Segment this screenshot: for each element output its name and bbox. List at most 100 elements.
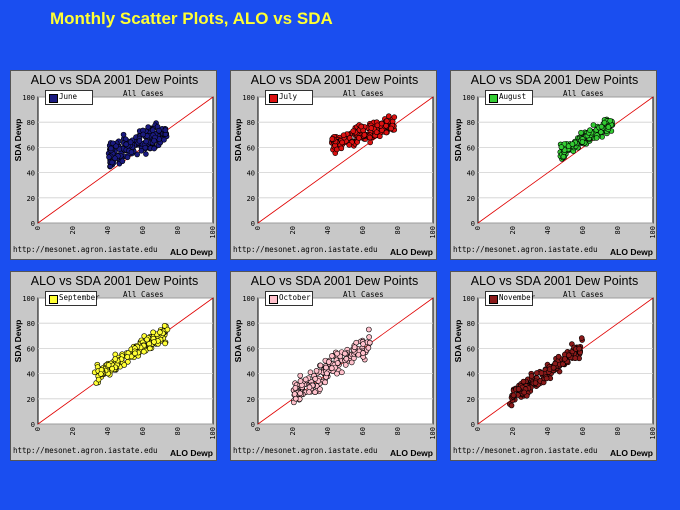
scatter-point: [593, 135, 600, 141]
reference-line: [257, 96, 434, 224]
x-axis-label: ALO Dewp: [170, 448, 213, 458]
scatter-point: [367, 139, 374, 146]
y-tick-label: 60: [467, 345, 475, 353]
scatter-point: [348, 359, 355, 366]
scatter-point: [339, 369, 345, 376]
scatter-point: [324, 370, 330, 377]
scatter-point: [161, 137, 167, 143]
scatter-point: [538, 370, 545, 376]
x-tick-label: 40: [324, 226, 332, 234]
scatter-point: [601, 119, 608, 126]
scatter-point: [378, 120, 385, 127]
scatter-point: [388, 125, 394, 132]
y-tick-label: 40: [247, 170, 255, 178]
x-tick-label: 60: [579, 226, 587, 234]
legend: September: [45, 291, 100, 306]
x-tick-label: 0: [474, 427, 482, 431]
chart-subtitle: All Cases: [563, 290, 604, 299]
scatter-point: [510, 392, 517, 399]
scatter-point: [112, 155, 118, 162]
y-tick-label: 80: [27, 320, 35, 328]
y-tick-label: 40: [27, 170, 35, 178]
y-tick-label: 20: [27, 396, 35, 404]
y-tick-label: 0: [471, 220, 475, 228]
legend-swatch: [49, 295, 58, 304]
x-tick-label: 100: [429, 427, 437, 440]
scatter-point: [134, 151, 140, 158]
legend: August: [485, 90, 533, 105]
scatter-point: [367, 134, 373, 141]
y-tick-label: 100: [462, 295, 475, 303]
y-tick-label: 80: [247, 119, 255, 127]
scatter-point: [366, 339, 373, 346]
scatter-point: [360, 350, 366, 356]
scatter-point: [343, 355, 350, 362]
y-tick-label: 100: [22, 94, 35, 102]
scatter-point: [384, 118, 390, 124]
scatter-point: [521, 389, 528, 396]
scatter-point: [346, 142, 352, 148]
scatter-point: [356, 135, 362, 141]
x-tick-label: 60: [139, 427, 147, 435]
scatter-point: [142, 144, 149, 151]
scatter-point: [124, 154, 131, 161]
legend-label: October: [279, 293, 311, 302]
chart-title: ALO vs SDA 2001 Dew Points: [250, 73, 419, 87]
y-tick-label: 0: [471, 421, 475, 429]
scatter-point: [109, 159, 115, 166]
scatter-plot-area: 0 20 40 60 80 100 0 20 40 60 80 100: [462, 295, 657, 440]
y-tick-label: 20: [467, 396, 475, 404]
source-url: http://mesonet.agron.iastate.edu: [13, 446, 158, 455]
scatter-point: [151, 339, 157, 345]
scatter-point: [520, 378, 527, 385]
scatter-point: [385, 113, 392, 119]
x-tick-label: 60: [359, 427, 367, 435]
scatter-point: [143, 151, 149, 157]
scatter-point: [161, 323, 168, 329]
x-axis-label: ALO Dewp: [610, 448, 653, 458]
scatter-point: [533, 370, 540, 376]
scatter-point: [383, 129, 390, 136]
x-tick-label: 80: [174, 226, 182, 234]
scatter-plot-area: 0 20 40 60 80 100 0 20 40 60 80 100: [22, 94, 217, 239]
chart-title: ALO vs SDA 2001 Dew Points: [470, 274, 639, 288]
y-tick-label: 40: [27, 371, 35, 379]
x-tick-label: 40: [104, 427, 112, 435]
x-tick-label: 60: [359, 226, 367, 234]
scatter-point: [391, 114, 398, 120]
scatter-point: [566, 352, 572, 359]
legend-swatch: [489, 94, 498, 103]
x-tick-label: 20: [509, 427, 517, 435]
y-tick-label: 80: [27, 119, 35, 127]
x-tick-label: 100: [649, 427, 657, 440]
y-tick-label: 40: [467, 170, 475, 178]
y-tick-label: 20: [247, 396, 255, 404]
scatter-point: [162, 340, 168, 347]
x-tick-label: 100: [209, 427, 217, 440]
x-tick-label: 20: [69, 427, 77, 435]
scatter-point: [543, 375, 550, 382]
scatter-point: [112, 356, 119, 362]
y-tick-label: 20: [247, 195, 255, 203]
x-axis-label: ALO Dewp: [170, 247, 213, 257]
scatter-point: [562, 356, 568, 362]
x-tick-label: 0: [254, 226, 262, 230]
scatter-point: [340, 132, 347, 139]
scatter-point: [515, 386, 522, 392]
x-tick-label: 80: [174, 427, 182, 435]
scatter-point: [297, 390, 303, 397]
chart-subtitle: All Cases: [343, 290, 384, 299]
scatter-point: [326, 359, 332, 365]
page-title: Monthly Scatter Plots, ALO vs SDA: [50, 9, 333, 28]
x-axis-label: ALO Dewp: [610, 247, 653, 257]
scatter-point: [151, 137, 157, 144]
scatter-point: [138, 148, 145, 154]
legend-label: July: [279, 92, 298, 101]
x-axis-label: ALO Dewp: [390, 448, 433, 458]
x-tick-label: 80: [394, 427, 402, 435]
scatter-point: [576, 345, 582, 352]
legend-swatch: [269, 94, 278, 103]
scatter-point: [508, 402, 515, 409]
scatter-point: [108, 145, 114, 152]
scatter-point: [105, 362, 112, 368]
